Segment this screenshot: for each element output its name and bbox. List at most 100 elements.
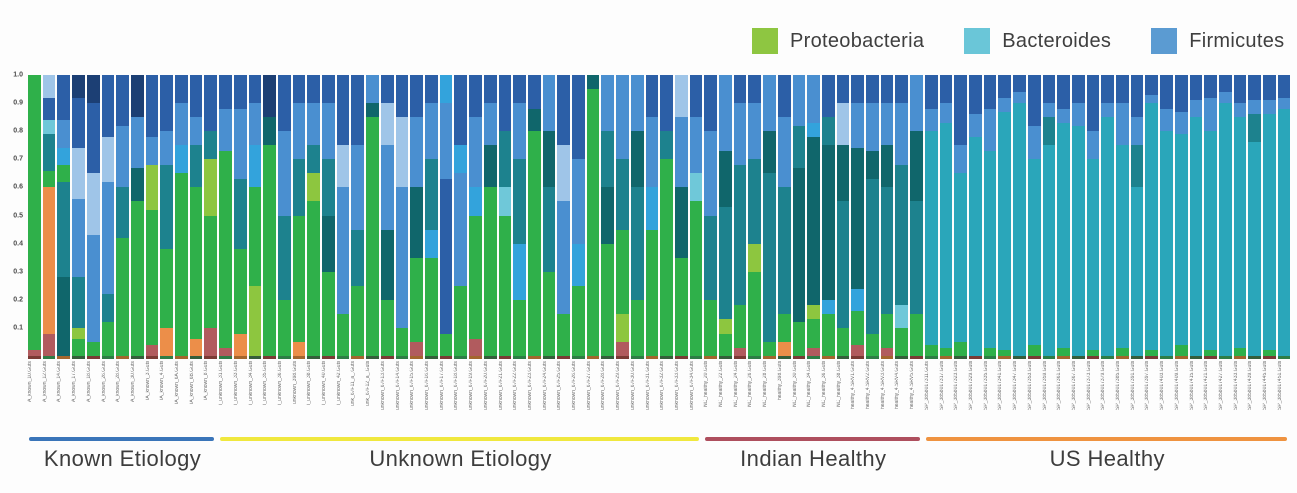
bar-segment-g: [336, 313, 350, 356]
bar-segment-g: [498, 215, 512, 356]
bar-segment-t: [57, 181, 71, 278]
stacked-bar: [1189, 75, 1203, 356]
baseline-tick: [116, 356, 129, 359]
bar-segment-b: [1057, 108, 1070, 123]
bar-segment-g: [483, 187, 497, 356]
bar-segment-m: [616, 341, 629, 356]
stacked-bar: [939, 75, 953, 356]
bar-segment-c: [1027, 159, 1041, 345]
bar-segment-c: [969, 136, 982, 356]
bar-segment-db: [748, 75, 762, 104]
bar-segment-b: [542, 75, 556, 132]
group-titles: Known Etiology Unknown Etiology Indian Hea…: [28, 446, 1290, 480]
x-tick-label: unknown_67F27.Guts: [586, 361, 592, 410]
bar-segment-dt: [821, 145, 835, 300]
x-tick-label: unknown_67F18.Guts: [454, 361, 460, 410]
bar-segment-db: [513, 75, 526, 104]
bar-segment-g: [733, 305, 747, 348]
bar-segment-m: [42, 333, 56, 356]
bar-segment-g: [130, 201, 144, 356]
baseline-tick: [28, 356, 41, 359]
bar-segment-b: [1233, 103, 1247, 118]
bar-segment-g: [233, 249, 247, 334]
bar-segment-g: [72, 339, 85, 356]
bar-segment-b: [336, 187, 350, 314]
bar-segment-g: [263, 145, 276, 356]
x-tick-label: A_known_10.Guts: [28, 361, 33, 402]
bar-segment-c: [1101, 117, 1115, 356]
bar-segment-db: [895, 75, 909, 104]
stacked-bar: [1145, 75, 1159, 356]
x-tick-label: NC_healthy_36.Guts: [821, 361, 827, 408]
bar-segment-b: [116, 125, 129, 188]
bar-segment-pb: [336, 145, 350, 188]
bar-segment-g: [175, 173, 188, 356]
bar-segment-dt: [263, 117, 276, 146]
bar-segment-lc: [498, 187, 512, 216]
bar-segment-yg: [807, 305, 820, 320]
group-underline: [220, 437, 700, 441]
baseline-tick: [763, 356, 776, 359]
bar-segment-db: [733, 75, 747, 104]
stacked-bar: [704, 75, 718, 356]
stacked-bar: [1013, 75, 1026, 356]
bar-segment-b: [851, 103, 865, 149]
y-tick-label: 0.6: [13, 183, 23, 191]
baseline-tick: [248, 356, 262, 359]
baseline-tick: [380, 356, 394, 359]
bar-segment-dt: [527, 108, 541, 132]
x-tick-label: SP_3858017335.Guts: [983, 361, 989, 411]
bar-segment-c: [1130, 187, 1144, 356]
stacked-bar: [57, 75, 71, 356]
baseline-tick: [219, 356, 232, 359]
baseline-tick: [454, 356, 468, 359]
baseline-tick: [821, 356, 835, 359]
group-underline: [925, 437, 1287, 441]
bar-segment-b: [601, 75, 615, 132]
bar-segment-dt: [880, 145, 894, 188]
bar-segment-b: [674, 117, 688, 188]
bar-segment-dt: [601, 187, 615, 244]
bar-segment-yg: [248, 285, 262, 356]
baseline-tick: [175, 356, 188, 359]
bar-segment-b: [1130, 117, 1144, 146]
baseline-tick: [42, 356, 56, 359]
bar-segment-b: [219, 108, 232, 151]
bar-segment-g: [880, 313, 894, 348]
bar-segment-b: [130, 117, 144, 168]
x-tick-label: I_unknown_35.Guts: [263, 361, 269, 406]
bar-segment-b: [160, 131, 174, 165]
bar-segment-t: [322, 159, 335, 216]
baseline-tick: [1101, 356, 1115, 359]
baseline-tick: [1233, 356, 1247, 359]
baseline-tick: [1116, 356, 1129, 359]
baseline-tick: [351, 356, 365, 359]
bar-segment-db: [777, 75, 791, 118]
bar-segment-g: [821, 313, 835, 356]
bar-segment-db: [424, 75, 438, 104]
bar-segment-b: [1248, 100, 1262, 115]
baseline-tick: [439, 356, 453, 359]
baseline-tick: [807, 356, 820, 359]
bar-segment-g: [410, 257, 423, 342]
axis-baseline: [28, 356, 1291, 359]
bar-segment-g: [454, 285, 468, 356]
baseline-tick: [542, 356, 556, 359]
stacked-bar: [748, 75, 762, 356]
bar-segment-t: [424, 159, 438, 230]
bar-segment-db: [175, 75, 188, 104]
bar-segment-db: [1071, 75, 1085, 104]
stacked-bar: [998, 75, 1012, 356]
bar-segment-t: [660, 131, 673, 160]
y-tick-label: 1.0: [13, 71, 23, 79]
baseline-tick: [72, 356, 85, 359]
baseline-tick: [189, 356, 203, 359]
stacked-bar: [836, 75, 850, 356]
bar-segment-c: [954, 173, 967, 342]
bar-segment-db: [204, 75, 218, 132]
bar-segment-g: [116, 237, 129, 356]
bar-segment-b: [866, 103, 879, 151]
stacked-bar: [454, 75, 468, 356]
stacked-bar: [924, 75, 938, 356]
baseline-tick: [233, 356, 247, 359]
